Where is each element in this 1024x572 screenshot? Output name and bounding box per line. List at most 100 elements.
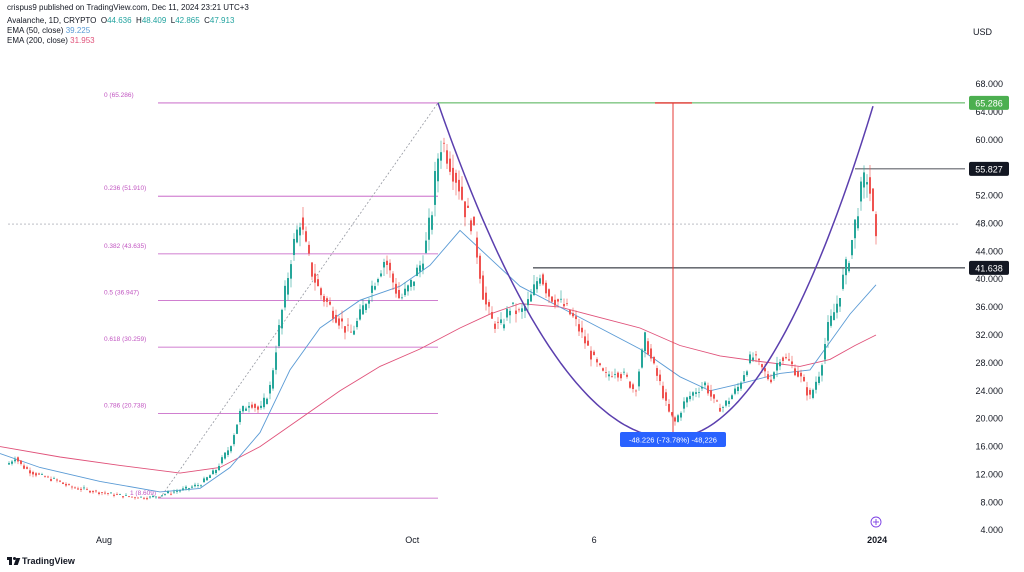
candle-body: [428, 217, 430, 240]
candle-body: [41, 474, 43, 475]
candle-body: [776, 363, 778, 371]
candle-body: [98, 492, 100, 495]
candle-body: [722, 407, 724, 408]
candle-body: [356, 320, 358, 328]
candle-body: [137, 497, 139, 499]
candle-body: [215, 469, 217, 474]
candle-body: [854, 219, 856, 239]
candle-body: [335, 314, 337, 323]
candle-body: [773, 372, 775, 379]
candle-body: [209, 475, 211, 478]
candle-body: [521, 308, 523, 312]
candle-body: [164, 494, 166, 495]
candle-body: [173, 491, 175, 493]
fib-label-1: 1 (8.609): [130, 490, 156, 497]
symbol-ohlc-line: Avalanche, 1D, CRYPTO O44.636 H48.409 L4…: [7, 16, 234, 25]
fib-trend-line: [159, 102, 439, 499]
candle-body: [290, 264, 292, 279]
candle-body: [53, 477, 55, 479]
candle-body: [242, 405, 244, 412]
candle-body: [194, 484, 196, 487]
ema50-legend[interactable]: EMA (50, close) 39.225: [7, 26, 91, 35]
candle-body: [617, 372, 619, 378]
candle-body: [269, 385, 271, 394]
ema200-line: [0, 303, 877, 474]
candle-body: [758, 358, 760, 361]
candle-body: [800, 372, 802, 377]
candle-body: [410, 279, 412, 287]
candle-body: [593, 351, 595, 356]
candle-body: [83, 487, 85, 489]
tradingview-logo[interactable]: TradingView: [7, 556, 75, 566]
candle-body: [254, 404, 256, 408]
candle-body: [755, 354, 757, 356]
candle-body: [734, 388, 736, 394]
candle-body: [47, 476, 49, 478]
candle-body: [296, 229, 298, 243]
candle-body: [8, 463, 10, 465]
candle-body: [713, 394, 715, 399]
y-tick-label: 64.000: [975, 107, 1003, 117]
y-tick-label: 8.000: [980, 497, 1003, 507]
y-tick-label: 36.000: [975, 302, 1003, 312]
ema200-legend[interactable]: EMA (200, close) 31.953: [7, 36, 95, 45]
candle-body: [818, 376, 820, 384]
candle-body: [701, 386, 703, 389]
candle-body: [344, 326, 346, 333]
candle-body: [203, 478, 205, 483]
candle-body: [56, 479, 58, 481]
fib-label-0.236: 0.236 (51.910): [104, 185, 146, 192]
ohlc-close: C47.913: [204, 16, 235, 25]
candle-body: [110, 492, 112, 494]
candle-body: [566, 303, 568, 305]
candle-body: [278, 325, 280, 347]
candle-body: [872, 188, 874, 212]
candle-body: [404, 288, 406, 296]
y-tick-label: 12.000: [975, 469, 1003, 479]
candle-body: [80, 488, 82, 490]
y-tick-label: 24.000: [975, 386, 1003, 396]
candle-body: [218, 465, 220, 471]
candle-body: [845, 259, 847, 276]
candle-body: [782, 357, 784, 362]
candle-body: [491, 312, 493, 319]
y-tick-label: 20.000: [975, 414, 1003, 424]
candle-body: [557, 299, 559, 302]
candle-body: [299, 227, 301, 236]
candle-body: [470, 220, 472, 232]
candle-body: [794, 368, 796, 376]
candle-body: [188, 488, 190, 489]
ohlc-open: O44.636: [100, 16, 132, 25]
published-line: crispus9 published on TradingView.com, D…: [7, 3, 249, 12]
candle-body: [620, 374, 622, 379]
candle-body: [788, 359, 790, 361]
candle-body: [224, 452, 226, 459]
candle-body: [365, 304, 367, 310]
candle-body: [104, 492, 106, 494]
candle-body: [740, 382, 742, 389]
candle-body: [338, 318, 340, 326]
x-tick-label: 6: [592, 535, 597, 545]
candle-body: [527, 299, 529, 306]
candle-body: [86, 488, 88, 490]
candle-body: [632, 384, 634, 390]
candle-body: [44, 476, 46, 478]
candle-body: [494, 323, 496, 329]
candle-body: [434, 171, 436, 205]
candle-body: [416, 267, 418, 276]
y-tick-label: 60.000: [975, 135, 1003, 145]
candle-body: [170, 493, 172, 495]
candle-body: [350, 331, 352, 333]
candle-body: [305, 231, 307, 242]
candle-body: [842, 274, 844, 289]
candle-body: [509, 310, 511, 316]
candle-body: [431, 215, 433, 230]
y-tick-label: 68.000: [975, 79, 1003, 89]
candle-body: [725, 400, 727, 406]
candle-body: [221, 457, 223, 464]
candle-body: [293, 238, 295, 256]
candle-body: [320, 288, 322, 296]
candle-body: [122, 496, 124, 498]
y-tick-label: 48.000: [975, 218, 1003, 228]
